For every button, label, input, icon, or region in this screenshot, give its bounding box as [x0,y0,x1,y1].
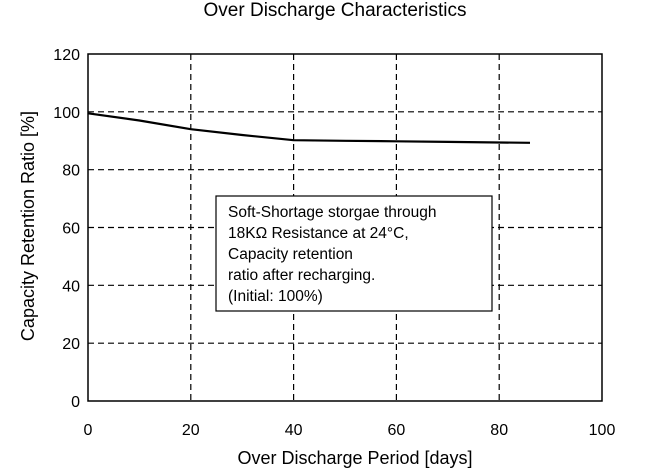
y-tick-label: 0 [71,394,80,411]
series-group [87,112,531,144]
x-tick-label: 60 [388,422,406,439]
series-line-0 [87,112,531,144]
y-tick-label: 40 [62,278,80,295]
annotation-line-4: ratio after recharging. [228,267,375,284]
y-tick-label: 60 [62,221,80,238]
annotation-line-3: Capacity retention [228,246,353,263]
x-tick-label: 0 [84,422,93,439]
x-axis-ticks: 0 20 40 60 80 100 [84,422,616,439]
y-axis-label: Capacity Retention Ratio [%] [18,111,38,341]
x-tick-label: 40 [285,422,303,439]
y-tick-label: 80 [62,163,80,180]
y-tick-label: 100 [53,105,80,122]
y-tick-label: 120 [53,47,80,64]
y-axis-ticks: 0 20 40 60 80 100 120 [53,47,80,411]
annotation-frame [215,195,493,312]
annotation-line-2: 18KΩ Resistance at 24°C, [228,225,409,242]
annotation-line-1: Soft-Shortage storgae through [228,204,437,221]
x-tick-label: 80 [490,422,508,439]
annotation-box: Soft-Shortage storgae through 18KΩ Resis… [215,195,493,312]
x-tick-label: 100 [589,422,616,439]
plot-area [87,53,603,402]
y-tick-label: 20 [62,336,80,353]
x-tick-label: 20 [182,422,200,439]
chart-title: Over Discharge Characteristics [204,0,467,21]
x-axis-label: Over Discharge Period [days] [237,448,472,468]
annotation-line-5: (Initial: 100%) [228,288,323,305]
